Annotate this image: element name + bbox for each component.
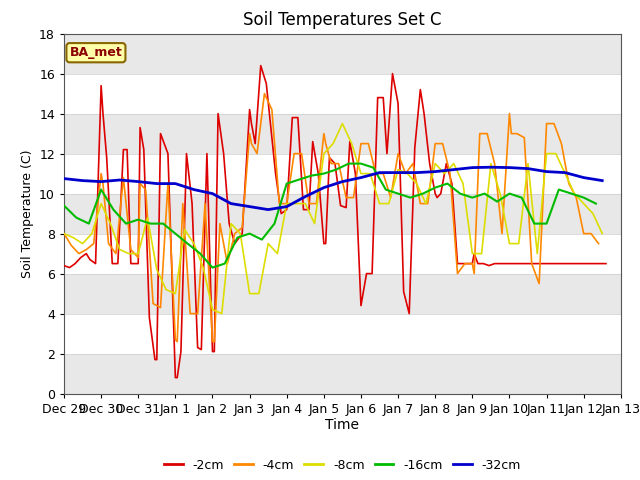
- Bar: [64, 34, 621, 73]
- Bar: [64, 114, 621, 154]
- Bar: [64, 354, 621, 394]
- Legend: -2cm, -4cm, -8cm, -16cm, -32cm: -2cm, -4cm, -8cm, -16cm, -32cm: [159, 454, 526, 477]
- X-axis label: Time: Time: [325, 419, 360, 432]
- Y-axis label: Soil Temperature (C): Soil Temperature (C): [20, 149, 33, 278]
- Bar: [64, 193, 621, 234]
- Bar: [64, 274, 621, 313]
- Text: BA_met: BA_met: [70, 46, 122, 59]
- Title: Soil Temperatures Set C: Soil Temperatures Set C: [243, 11, 442, 29]
